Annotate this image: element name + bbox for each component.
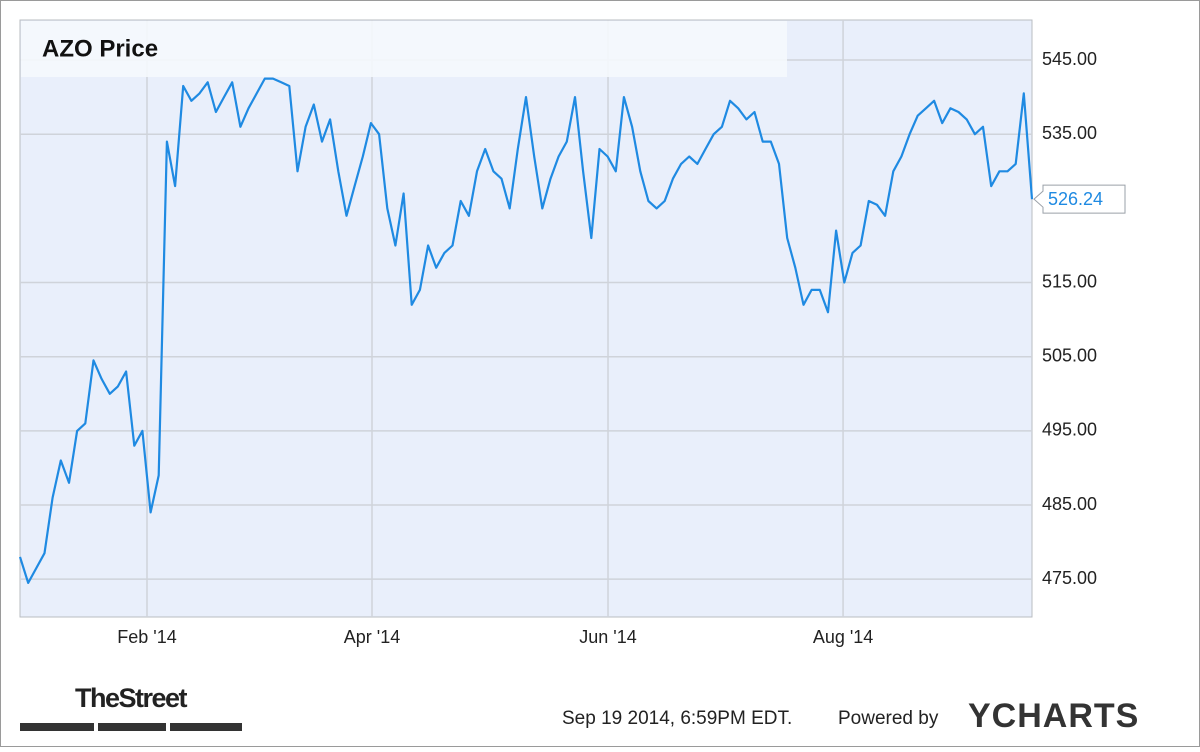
x-tick-label: Aug '14 [813, 627, 874, 647]
last-value-box [1033, 184, 1126, 214]
chart-title: AZO Price [42, 35, 158, 62]
brand-logo: YCHARTS [968, 697, 1139, 735]
y-tick-label: 485.00 [1042, 494, 1097, 514]
logo-bar [170, 723, 242, 731]
x-tick-label: Feb '14 [117, 627, 176, 647]
timestamp: Sep 19 2014, 6:59PM EDT. [562, 708, 792, 729]
y-tick-label: 475.00 [1042, 568, 1097, 588]
x-tick-label: Apr '14 [344, 627, 400, 647]
x-tick-label: Jun '14 [579, 627, 636, 647]
price-line [18, 77, 1034, 585]
logo-bar [98, 723, 166, 731]
y-tick-label: 495.00 [1042, 420, 1097, 440]
y-tick-label: 535.00 [1042, 123, 1097, 143]
y-tick-label: 545.00 [1042, 49, 1097, 69]
title-band [21, 21, 787, 77]
plot-area [19, 19, 1033, 618]
y-tick-label: 505.00 [1042, 345, 1097, 365]
powered-by: Powered by [838, 708, 939, 729]
logo-bar [20, 723, 94, 731]
source-logo: TheStreet [75, 683, 188, 713]
last-value-label: 526.24 [1048, 189, 1103, 209]
y-tick-label: 515.00 [1042, 271, 1097, 291]
